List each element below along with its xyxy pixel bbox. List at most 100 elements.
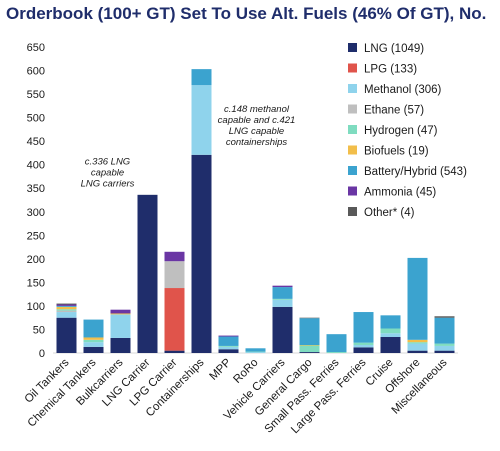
annotation-line: containerships — [226, 137, 288, 148]
x-tick-label: MPP — [208, 356, 234, 382]
bar-segment — [245, 348, 266, 352]
annotation-line: capable and c.421 — [218, 115, 296, 126]
bar-segment — [191, 154, 212, 353]
legend-swatch — [348, 166, 357, 175]
bar-segment — [137, 194, 158, 353]
y-tick-label: 250 — [27, 230, 45, 242]
bar-segment — [218, 349, 239, 353]
bar-segment — [380, 336, 401, 353]
legend-swatch — [348, 43, 357, 52]
bar-segment — [407, 350, 428, 353]
bar-segment — [407, 257, 428, 340]
y-tick-label: 650 — [27, 42, 45, 54]
bar-segment — [218, 345, 239, 347]
legend-label: LNG (1049) — [364, 43, 424, 55]
bar-segment — [164, 288, 185, 351]
legend-label: Ethane (57) — [364, 105, 424, 117]
y-tick-label: 400 — [27, 160, 45, 172]
legend-swatch — [348, 186, 357, 196]
bar-segment — [353, 344, 374, 348]
bar-segment — [110, 314, 131, 338]
bar-segment — [380, 328, 401, 334]
bar-segment — [299, 318, 320, 345]
bar-segment — [56, 309, 77, 311]
y-tick-label: 100 — [27, 301, 45, 313]
legend-swatch — [348, 125, 357, 134]
legend-label: Methanol (306) — [364, 84, 442, 96]
bar-segment — [56, 310, 77, 313]
legend-swatch — [348, 104, 357, 114]
bar-segment — [380, 333, 401, 337]
bar-segment — [83, 339, 104, 343]
y-tick-label: 200 — [27, 254, 45, 266]
bar-segment — [83, 342, 104, 347]
legend-label: Hydrogen (47) — [364, 125, 438, 137]
annotation-line: LNG capable — [229, 126, 284, 137]
bar-segment — [110, 313, 131, 315]
chart-title: Orderbook (100+ GT) Set To Use Alt. Fuel… — [6, 4, 487, 23]
y-tick-label: 600 — [27, 66, 45, 78]
bar-segment — [245, 351, 266, 353]
bar-segment — [326, 352, 347, 353]
annotation-line: c.148 methanol — [224, 104, 290, 115]
bar-segment — [353, 312, 374, 343]
annotation-line: LNG carriers — [81, 179, 135, 190]
legend-label: LPG (133) — [364, 64, 417, 76]
legend-swatch — [348, 84, 357, 93]
bar-segment — [434, 317, 455, 344]
y-tick-label: 0 — [39, 348, 45, 360]
bar-segment — [299, 317, 320, 319]
legend-swatch — [348, 207, 357, 216]
bar-segment — [272, 306, 293, 353]
bar-segment — [272, 298, 293, 300]
bar-segment — [83, 346, 104, 353]
bar-segment — [434, 350, 455, 353]
bars — [56, 69, 455, 353]
bar-segment — [83, 337, 104, 340]
bar-segment — [380, 315, 401, 329]
legend: LNG (1049) LPG (133) Methanol (306) Ethane … — [348, 43, 467, 219]
bar-segment — [110, 309, 131, 314]
bar-segment — [434, 316, 455, 318]
bar-segment — [110, 337, 131, 353]
legend-label: Other* (4) — [364, 207, 415, 219]
bar-segment — [353, 342, 374, 345]
bar-segment — [56, 303, 77, 305]
bar-segment — [56, 317, 77, 353]
legend-swatch — [348, 145, 357, 155]
bar-segment — [407, 343, 428, 351]
legend-label: Battery/Hybrid (543) — [364, 166, 467, 178]
bar-segment — [191, 69, 212, 86]
bar-segment — [272, 285, 293, 288]
bar-segment — [434, 343, 455, 346]
legend-swatch — [348, 63, 357, 73]
bar-segment — [272, 299, 293, 307]
bar-segment — [299, 345, 320, 353]
bar-segment — [407, 342, 428, 344]
bar-segment — [218, 336, 239, 346]
bar-segment — [164, 261, 185, 289]
bar-segment — [164, 350, 185, 353]
y-tick-label: 350 — [27, 183, 45, 195]
y-tick-label: 500 — [27, 113, 45, 125]
bar-segment — [218, 335, 239, 337]
bar-segment — [56, 305, 77, 307]
bar-segment — [407, 339, 428, 343]
annotation-line: capable — [91, 168, 124, 179]
y-tick-label: 450 — [27, 136, 45, 148]
bar-segment — [164, 251, 185, 262]
bar-segment — [56, 304, 77, 306]
y-tick-label: 550 — [27, 89, 45, 101]
bar-segment — [56, 312, 77, 318]
bar-segment — [353, 347, 374, 353]
bar-segment — [218, 346, 239, 350]
bar-segment — [326, 334, 347, 353]
y-tick-label: 300 — [27, 207, 45, 219]
bar-segment — [434, 345, 455, 351]
bar-segment — [299, 352, 320, 353]
